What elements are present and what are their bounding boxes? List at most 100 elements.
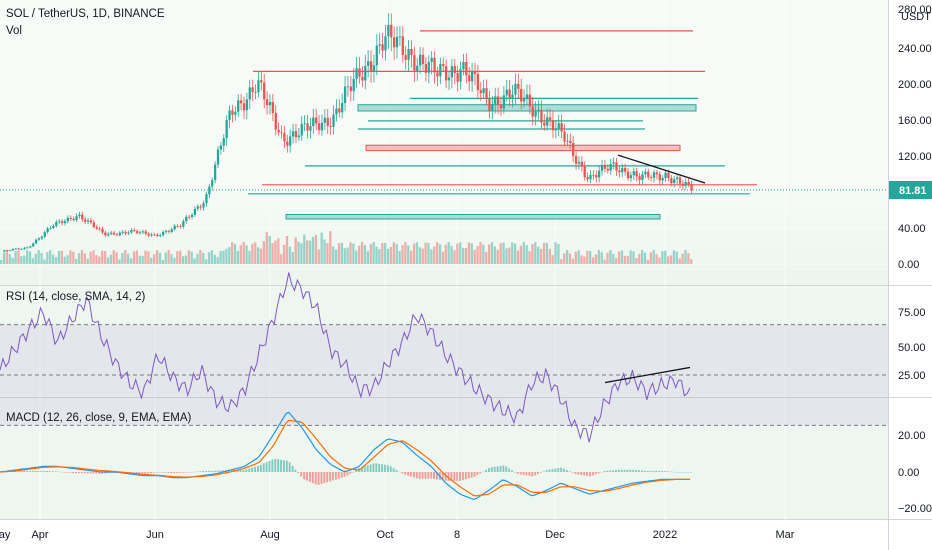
volume-bar <box>291 251 294 264</box>
macd-pane[interactable] <box>0 398 888 520</box>
rsi-title[interactable]: RSI (14, close, SMA, 14, 2) <box>6 291 146 303</box>
volume-bar <box>632 251 635 264</box>
candle-body <box>465 62 468 76</box>
volume-bar <box>534 242 537 264</box>
volume-bar <box>40 252 43 264</box>
volume-bar <box>641 250 644 264</box>
volume-bar <box>531 244 534 264</box>
volume-bar <box>684 250 687 264</box>
candle-body <box>3 250 6 252</box>
candle-body <box>329 125 332 127</box>
time-axis[interactable] <box>0 520 888 550</box>
rsi-legend[interactable]: RSI (14, close, SMA, 14, 2) <box>6 289 145 306</box>
volume-bar <box>430 249 433 264</box>
macd-histogram-bar <box>323 472 326 484</box>
candle-body <box>63 221 67 224</box>
volume-bar <box>519 245 523 264</box>
candle-body <box>78 214 81 217</box>
volume-bar <box>320 232 323 264</box>
volume-bar <box>352 243 355 264</box>
volume-bar <box>323 239 326 264</box>
macd-histogram-bar <box>135 472 138 474</box>
candle-body <box>398 36 402 38</box>
volume-bar <box>216 257 219 264</box>
macd-histogram-bar <box>557 468 560 472</box>
macd-histogram-bar <box>51 471 54 472</box>
volume-bar <box>392 242 395 264</box>
macd-histogram-bar <box>675 471 678 473</box>
candle-body <box>271 102 275 113</box>
volume-bar <box>25 250 29 264</box>
candle-body <box>520 88 523 102</box>
price-axis[interactable] <box>888 0 932 550</box>
volume-bar <box>256 247 260 264</box>
macd-histogram-bar <box>63 472 66 473</box>
volume-bar <box>450 245 453 264</box>
symbol-title[interactable]: SOL / TetherUS, 1D, BINANCE <box>6 8 165 20</box>
candle-body <box>60 221 64 224</box>
macd-histogram-bar <box>638 470 641 472</box>
volume-bar <box>456 243 459 264</box>
macd-histogram-bar <box>294 469 297 472</box>
candle-body <box>456 73 459 82</box>
candle-body <box>86 220 90 222</box>
candle-body <box>291 131 295 137</box>
volume-bar <box>563 253 566 264</box>
horizontal-levels <box>248 30 757 220</box>
candle-body <box>563 131 566 142</box>
macd-tick-label: −20.00 <box>898 503 932 515</box>
volume-bar <box>360 242 364 264</box>
macd-title[interactable]: MACD (12, 26, close, 9, EMA, EMA) <box>6 412 192 424</box>
volume-bar <box>638 254 641 264</box>
macd-histogram-bar <box>54 471 57 472</box>
candle-body <box>164 231 168 232</box>
volume-bar <box>306 240 309 264</box>
macd-histogram-bar <box>528 472 531 476</box>
candle-body <box>369 61 373 72</box>
candle-body <box>216 149 220 165</box>
volume-bar <box>112 250 115 264</box>
volume-bar <box>308 240 312 264</box>
volume-bar <box>141 256 144 264</box>
candle-body <box>407 48 410 60</box>
candle-body <box>430 57 433 63</box>
macd-histogram-bar <box>407 472 410 476</box>
macd-histogram-bar <box>467 472 470 479</box>
candle-body <box>574 156 578 164</box>
candle-body <box>528 94 531 107</box>
candle-body <box>580 161 583 167</box>
macd-histogram-bar <box>453 472 456 481</box>
candle-body <box>546 117 549 126</box>
volume-bar <box>568 253 572 264</box>
rsi-indicator <box>0 272 888 443</box>
volume-title[interactable]: Vol <box>6 25 22 37</box>
price-tick-label: 40.00 <box>898 223 926 235</box>
macd-histogram-bar <box>563 468 565 472</box>
volume-bar <box>542 242 546 264</box>
candle-body <box>433 57 436 73</box>
macd-legend[interactable]: MACD (12, 26, close, 9, EMA, EMA) <box>6 410 191 427</box>
macd-histogram-bar <box>280 459 282 472</box>
candle-body <box>505 89 508 96</box>
macd-histogram-bar <box>447 472 450 481</box>
volume-bar <box>173 257 176 264</box>
candle-body <box>141 231 145 233</box>
macd-histogram-bar <box>632 469 635 472</box>
candle-body <box>612 162 615 164</box>
macd-histogram-bar <box>303 472 306 480</box>
time-tick-label: Aug <box>260 529 280 541</box>
candle-body <box>89 220 93 223</box>
candle-body <box>254 92 257 93</box>
volume-bar <box>54 257 58 264</box>
volume-bar <box>545 242 549 264</box>
candle-body <box>40 236 44 239</box>
volume-bar <box>404 242 407 264</box>
macd-histogram-bar <box>202 471 205 472</box>
volume-bar <box>612 253 615 264</box>
macd-tick-label: 20.00 <box>898 430 926 442</box>
candle-body <box>470 71 474 82</box>
candle-body <box>150 234 153 236</box>
rsi-pane[interactable] <box>0 286 888 397</box>
volume-bar <box>207 252 211 264</box>
